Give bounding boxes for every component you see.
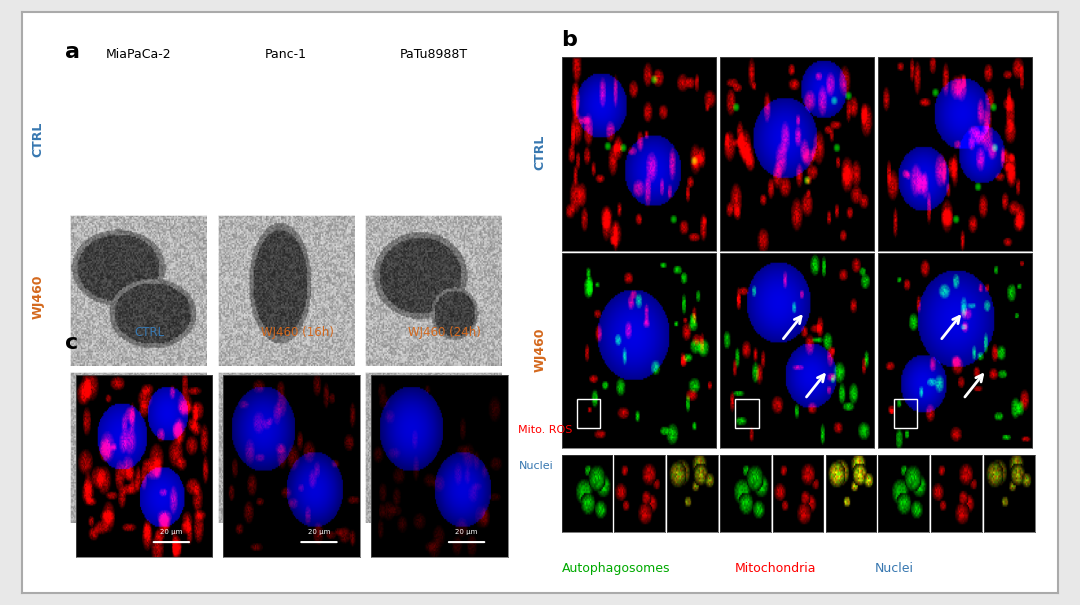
Text: WJ460: WJ460 — [534, 327, 546, 371]
Text: a: a — [65, 42, 80, 62]
Text: 20 μm: 20 μm — [308, 529, 330, 535]
Text: Nuclei: Nuclei — [875, 562, 914, 575]
Text: CTRL: CTRL — [534, 135, 546, 171]
Text: Autophagosomes: Autophagosomes — [562, 562, 670, 575]
Text: PaTu8988T: PaTu8988T — [400, 48, 468, 61]
Bar — [577, 399, 600, 428]
Bar — [894, 399, 917, 428]
Text: c: c — [65, 333, 78, 353]
Text: Mitochondria: Mitochondria — [734, 562, 815, 575]
Text: MiaPaCa-2: MiaPaCa-2 — [106, 48, 172, 61]
Bar — [735, 399, 758, 428]
Text: WJ460 (24h): WJ460 (24h) — [408, 326, 481, 339]
Text: Mito. ROS: Mito. ROS — [518, 425, 572, 434]
Text: b: b — [562, 30, 578, 50]
Text: Nuclei: Nuclei — [518, 461, 553, 471]
Text: 20 μm: 20 μm — [456, 529, 477, 535]
Text: CTRL: CTRL — [134, 326, 164, 339]
Text: Panc-1: Panc-1 — [266, 48, 307, 61]
Text: WJ460 (16h): WJ460 (16h) — [260, 326, 334, 339]
Text: 20 μm: 20 μm — [160, 529, 183, 535]
Text: CTRL: CTRL — [31, 122, 44, 157]
Text: WJ460: WJ460 — [31, 274, 44, 319]
